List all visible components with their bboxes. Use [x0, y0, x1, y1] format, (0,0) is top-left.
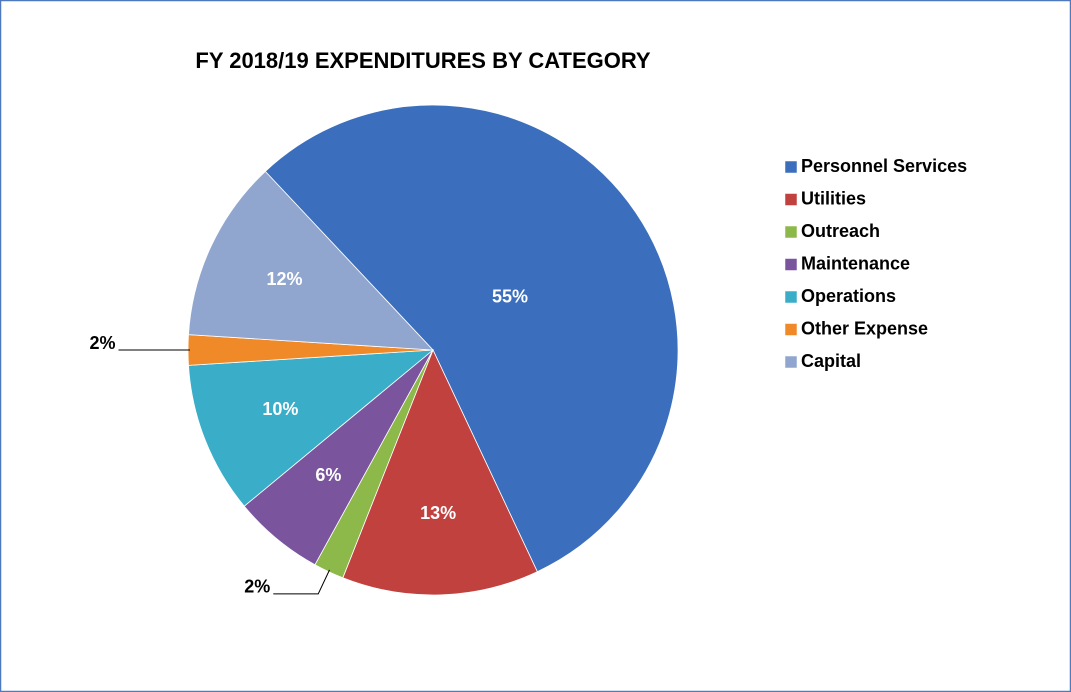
data-label: 2%	[89, 333, 115, 353]
legend-swatch	[784, 258, 798, 271]
legend-label: Outreach	[801, 221, 880, 241]
data-label: 2%	[244, 577, 270, 597]
chart-title: FY 2018/19 EXPENDITURES BY CATEGORY	[195, 48, 651, 73]
legend-label: Capital	[801, 351, 861, 371]
legend-label: Personnel Services	[801, 156, 967, 176]
legend-label: Other Expense	[801, 318, 928, 338]
pie-slice	[188, 349, 435, 507]
pie-slice	[264, 104, 679, 573]
legend-swatch	[784, 290, 798, 304]
legend-swatch	[784, 193, 798, 206]
data-label: 13%	[420, 503, 456, 523]
legend-swatch	[784, 323, 798, 336]
data-label: 10%	[262, 399, 298, 419]
legend-label: Maintenance	[801, 253, 910, 273]
data-label: 12%	[266, 269, 302, 289]
data-label: 55%	[492, 286, 528, 306]
pie-slice	[342, 348, 538, 596]
data-label: 6%	[315, 465, 341, 485]
legend-label: Operations	[801, 286, 896, 306]
legend-swatch	[784, 160, 798, 174]
legend-label: Utilities	[801, 188, 866, 208]
pie-slice	[188, 170, 434, 351]
legend-swatch	[784, 225, 798, 239]
leader-line	[273, 569, 330, 595]
legend-swatch	[784, 355, 798, 369]
